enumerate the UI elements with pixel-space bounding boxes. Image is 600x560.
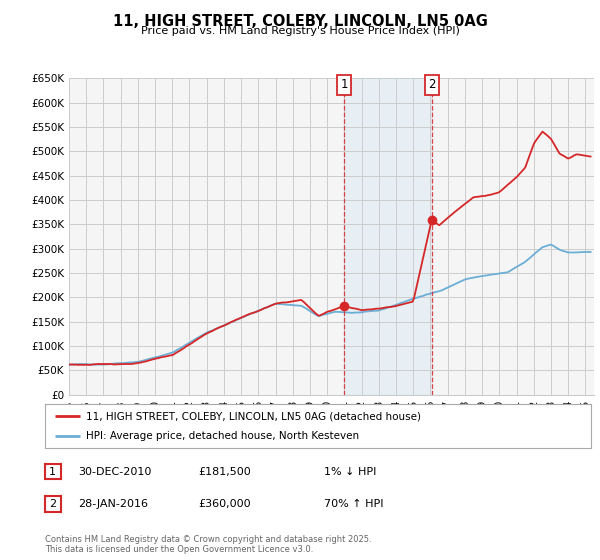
Text: £181,500: £181,500 [198, 466, 251, 477]
Text: 11, HIGH STREET, COLEBY, LINCOLN, LN5 0AG (detached house): 11, HIGH STREET, COLEBY, LINCOLN, LN5 0A… [86, 411, 421, 421]
Text: £360,000: £360,000 [198, 499, 251, 509]
Text: 1: 1 [49, 466, 56, 477]
Text: 2: 2 [428, 78, 436, 91]
Text: 1: 1 [340, 78, 348, 91]
Text: Price paid vs. HM Land Registry's House Price Index (HPI): Price paid vs. HM Land Registry's House … [140, 26, 460, 36]
Text: 11, HIGH STREET, COLEBY, LINCOLN, LN5 0AG: 11, HIGH STREET, COLEBY, LINCOLN, LN5 0A… [113, 14, 487, 29]
Text: 30-DEC-2010: 30-DEC-2010 [78, 466, 151, 477]
Bar [344, 78, 431, 395]
Text: 70% ↑ HPI: 70% ↑ HPI [324, 499, 383, 509]
Text: 2: 2 [49, 499, 56, 509]
Text: HPI: Average price, detached house, North Kesteven: HPI: Average price, detached house, Nort… [86, 431, 359, 441]
Text: 1% ↓ HPI: 1% ↓ HPI [324, 466, 376, 477]
Text: 28-JAN-2016: 28-JAN-2016 [78, 499, 148, 509]
Text: Contains HM Land Registry data © Crown copyright and database right 2025.
This d: Contains HM Land Registry data © Crown c… [45, 535, 371, 554]
